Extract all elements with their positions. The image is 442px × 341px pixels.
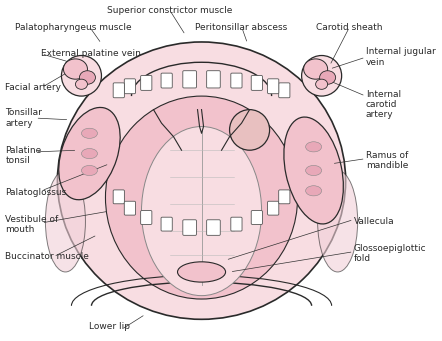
FancyBboxPatch shape: [231, 73, 242, 88]
Circle shape: [316, 79, 328, 89]
Circle shape: [64, 59, 88, 79]
Text: Superior constrictor muscle: Superior constrictor muscle: [107, 6, 232, 15]
Ellipse shape: [81, 149, 98, 159]
Ellipse shape: [305, 186, 322, 196]
Text: External palatine vein: External palatine vein: [42, 49, 141, 58]
Text: Palatopharyngeus muscle: Palatopharyngeus muscle: [15, 24, 132, 32]
Text: Palatoglossus: Palatoglossus: [5, 188, 67, 197]
Ellipse shape: [305, 165, 322, 176]
Circle shape: [76, 79, 88, 89]
Ellipse shape: [81, 128, 98, 138]
FancyBboxPatch shape: [124, 201, 136, 215]
Circle shape: [320, 71, 335, 84]
Circle shape: [304, 59, 328, 79]
FancyBboxPatch shape: [279, 190, 290, 204]
FancyBboxPatch shape: [141, 211, 152, 224]
Text: Internal jugular
vein: Internal jugular vein: [366, 47, 435, 67]
FancyBboxPatch shape: [113, 190, 124, 204]
Ellipse shape: [81, 165, 98, 176]
Ellipse shape: [318, 170, 358, 272]
Text: Glossoepiglottic
fold: Glossoepiglottic fold: [354, 244, 426, 263]
Ellipse shape: [46, 170, 85, 272]
Text: Palatine
tonsil: Palatine tonsil: [5, 146, 42, 165]
Text: Ramus of
mandible: Ramus of mandible: [366, 151, 408, 170]
Ellipse shape: [57, 42, 346, 319]
Ellipse shape: [284, 117, 343, 224]
Ellipse shape: [301, 56, 342, 96]
Ellipse shape: [61, 56, 102, 96]
Text: Vallecula: Vallecula: [354, 217, 394, 226]
FancyBboxPatch shape: [161, 217, 172, 231]
FancyBboxPatch shape: [124, 79, 136, 94]
FancyBboxPatch shape: [141, 75, 152, 90]
Text: Facial artery: Facial artery: [5, 83, 61, 92]
FancyBboxPatch shape: [183, 71, 196, 88]
FancyBboxPatch shape: [251, 75, 263, 90]
Text: Tonsillar
artery: Tonsillar artery: [5, 108, 42, 128]
FancyBboxPatch shape: [267, 201, 279, 215]
Text: Carotid sheath: Carotid sheath: [316, 24, 383, 32]
Text: Buccinator muscle: Buccinator muscle: [5, 252, 89, 261]
FancyBboxPatch shape: [207, 71, 220, 88]
FancyBboxPatch shape: [267, 79, 279, 94]
Text: Vestibule of
mouth: Vestibule of mouth: [5, 215, 59, 234]
FancyBboxPatch shape: [279, 83, 290, 98]
Circle shape: [80, 71, 95, 84]
Text: Peritonsillar abscess: Peritonsillar abscess: [195, 24, 288, 32]
Ellipse shape: [178, 262, 225, 282]
Ellipse shape: [106, 96, 297, 299]
Ellipse shape: [229, 109, 270, 150]
Text: Internal
carotid
artery: Internal carotid artery: [366, 90, 401, 119]
Text: Lower lip: Lower lip: [89, 322, 130, 331]
Ellipse shape: [59, 107, 120, 200]
FancyBboxPatch shape: [161, 73, 172, 88]
FancyBboxPatch shape: [207, 220, 220, 235]
Ellipse shape: [305, 142, 322, 152]
FancyBboxPatch shape: [183, 220, 196, 235]
Ellipse shape: [141, 127, 262, 296]
FancyBboxPatch shape: [113, 83, 124, 98]
FancyBboxPatch shape: [251, 211, 263, 224]
FancyBboxPatch shape: [231, 217, 242, 231]
